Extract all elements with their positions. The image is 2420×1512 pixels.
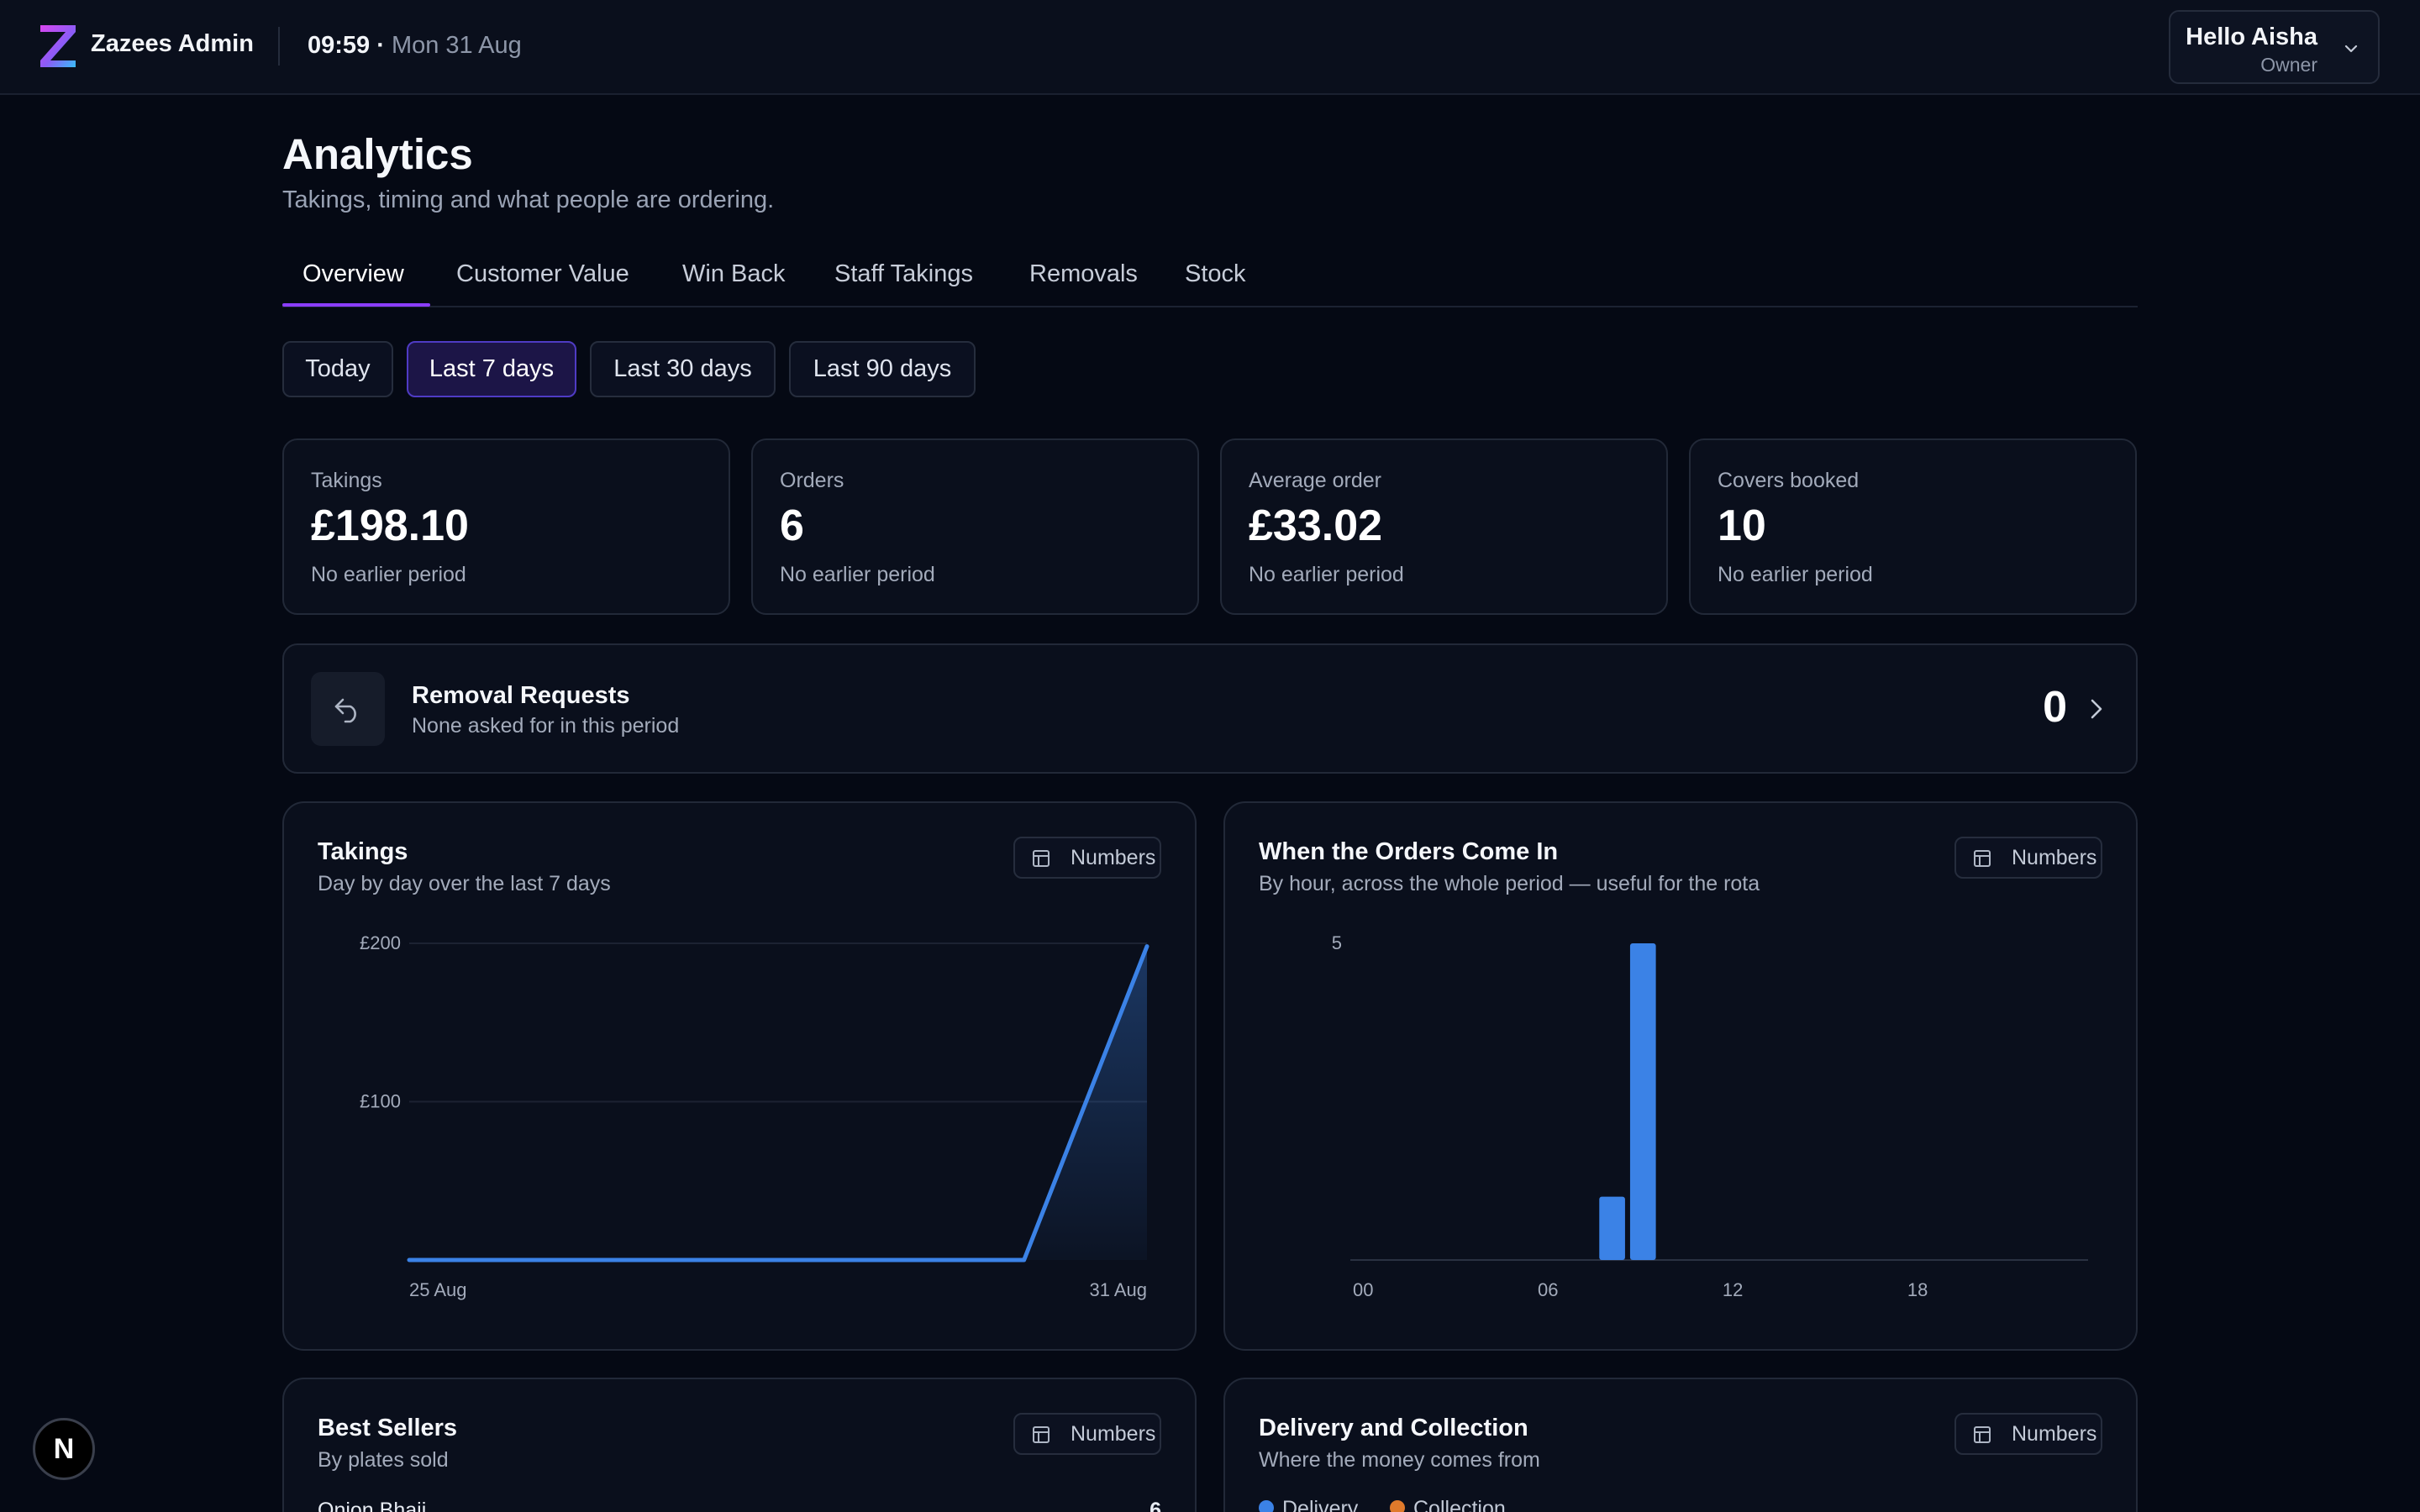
numbers-label: Numbers bbox=[2012, 846, 2097, 869]
stat-card-takings: Takings £198.10 No earlier period bbox=[282, 438, 730, 615]
stat-note: No earlier period bbox=[311, 563, 466, 586]
best-sellers-panel: Best Sellers By plates sold Numbers Onio… bbox=[282, 1378, 1197, 1512]
stat-note: No earlier period bbox=[780, 563, 935, 586]
y-tick-label: £100 bbox=[360, 1091, 401, 1112]
panel-subtitle: By plates sold bbox=[318, 1448, 449, 1472]
stat-label: Covers booked bbox=[1718, 469, 1860, 492]
tab-overview[interactable]: Overview bbox=[302, 260, 404, 287]
user-menu-button[interactable]: Hello Aisha Owner bbox=[2169, 10, 2380, 84]
page-title: Analytics bbox=[282, 130, 473, 178]
table-icon bbox=[1974, 1426, 1991, 1443]
tab-bar: Overview Customer Value Win Back Staff T… bbox=[282, 252, 2138, 307]
numbers-label: Numbers bbox=[2012, 1422, 2097, 1446]
tab-removals[interactable]: Removals bbox=[1029, 260, 1138, 287]
tab-win-back[interactable]: Win Back bbox=[682, 260, 786, 287]
top-divider bbox=[278, 27, 280, 66]
dev-tools-badge[interactable]: N bbox=[33, 1418, 95, 1480]
y-tick-label: 5 bbox=[1332, 932, 1342, 953]
panel-title: Best Sellers bbox=[318, 1415, 458, 1441]
app-name: Zazees Admin bbox=[91, 30, 254, 57]
takings-chart-panel: Takings Day by day over the last 7 days … bbox=[282, 801, 1197, 1351]
panel-title: Delivery and Collection bbox=[1259, 1415, 1528, 1441]
stat-label: Average order bbox=[1249, 469, 1381, 492]
range-today-button[interactable]: Today bbox=[282, 341, 393, 397]
hour-bar bbox=[1629, 943, 1656, 1260]
stat-value: 10 bbox=[1718, 501, 1766, 550]
hour-bar bbox=[1599, 1196, 1625, 1260]
tab-stock[interactable]: Stock bbox=[1185, 260, 1246, 287]
table-icon bbox=[1033, 850, 1050, 867]
legend-dot bbox=[1259, 1500, 1274, 1512]
user-greeting: Hello Aisha bbox=[2186, 24, 2317, 50]
x-tick-label: 06 bbox=[1538, 1279, 1558, 1300]
takings-area bbox=[409, 946, 1147, 1260]
stat-label: Orders bbox=[780, 469, 844, 492]
x-tick-label: 31 Aug bbox=[1089, 1279, 1147, 1300]
chevron-right-icon bbox=[2091, 699, 2102, 719]
removal-icon-box bbox=[311, 672, 385, 746]
orders-by-hour-bar-chart: 5 00 06 12 18 bbox=[1332, 932, 2088, 1300]
page-subtitle: Takings, timing and what people are orde… bbox=[282, 186, 775, 213]
x-tick-label: 12 bbox=[1723, 1279, 1743, 1300]
numbers-toggle-button[interactable]: Numbers bbox=[1013, 837, 1161, 879]
stat-note: No earlier period bbox=[1249, 563, 1404, 586]
numbers-label: Numbers bbox=[1071, 1422, 1156, 1446]
app-logo bbox=[40, 25, 76, 67]
table-icon bbox=[1974, 850, 1991, 867]
removal-requests-card[interactable]: Removal Requests None asked for in this … bbox=[282, 643, 2138, 774]
orders-by-hour-panel: When the Orders Come In By hour, across … bbox=[1223, 801, 2138, 1351]
undo-icon bbox=[334, 698, 356, 723]
chevron-down-icon bbox=[2344, 45, 2358, 53]
panel-title: Takings bbox=[318, 838, 408, 865]
stat-card-covers-booked: Covers booked 10 No earlier period bbox=[1689, 438, 2137, 615]
x-tick-label: 25 Aug bbox=[409, 1279, 467, 1300]
stat-value: £33.02 bbox=[1249, 501, 1383, 550]
stat-card-orders: Orders 6 No earlier period bbox=[751, 438, 1199, 615]
stat-value: £198.10 bbox=[311, 501, 469, 550]
clock: 09:59 · Mon 31 Aug bbox=[308, 32, 522, 59]
legend-label: Delivery bbox=[1282, 1497, 1359, 1512]
panel-title: When the Orders Come In bbox=[1259, 838, 1559, 865]
legend-dot bbox=[1390, 1500, 1405, 1512]
tab-customer-value[interactable]: Customer Value bbox=[456, 260, 629, 287]
panel-subtitle: Where the money comes from bbox=[1259, 1448, 1540, 1472]
x-tick-label: 18 bbox=[1907, 1279, 1928, 1300]
numbers-toggle-button[interactable]: Numbers bbox=[1013, 1413, 1161, 1455]
table-icon bbox=[1033, 1426, 1050, 1443]
active-tab-indicator bbox=[282, 303, 430, 307]
numbers-toggle-button[interactable]: Numbers bbox=[1954, 1413, 2102, 1455]
range-last-7-days-button[interactable]: Last 7 days bbox=[407, 341, 576, 397]
range-last-90-days-button[interactable]: Last 90 days bbox=[789, 341, 976, 397]
panel-subtitle: Day by day over the last 7 days bbox=[318, 872, 611, 895]
clock-time: 09:59 bbox=[308, 32, 371, 59]
stat-card-average-order: Average order £33.02 No earlier period bbox=[1220, 438, 1668, 615]
stat-note: No earlier period bbox=[1718, 563, 1873, 586]
best-seller-count: 6 bbox=[1150, 1499, 1161, 1512]
numbers-toggle-button[interactable]: Numbers bbox=[1954, 837, 2102, 879]
best-seller-name: Onion Bhaji bbox=[318, 1499, 427, 1512]
range-last-30-days-button[interactable]: Last 30 days bbox=[590, 341, 776, 397]
stat-label: Takings bbox=[311, 469, 382, 492]
legend-item-delivery: Delivery bbox=[1259, 1497, 1358, 1512]
removal-requests-title: Removal Requests bbox=[412, 682, 630, 709]
removal-requests-subtitle: None asked for in this period bbox=[412, 714, 680, 738]
panel-subtitle: By hour, across the whole period — usefu… bbox=[1259, 872, 1760, 895]
legend-item-collection: Collection bbox=[1390, 1497, 1506, 1512]
numbers-label: Numbers bbox=[1071, 846, 1156, 869]
takings-line-chart: £100 £200 25 Aug 31 Aug bbox=[360, 932, 1150, 1300]
delivery-collection-panel: Delivery and Collection Where the money … bbox=[1223, 1378, 2138, 1512]
takings-line bbox=[407, 944, 1150, 1263]
clock-date: Mon 31 Aug bbox=[391, 32, 522, 59]
x-tick-label: 00 bbox=[1353, 1279, 1373, 1300]
user-role: Owner bbox=[2260, 54, 2317, 76]
legend-label: Collection bbox=[1413, 1497, 1506, 1512]
top-bar: Zazees Admin 09:59 · Mon 31 Aug Hello Ai… bbox=[0, 0, 2420, 95]
removal-requests-count: 0 bbox=[2043, 683, 2067, 732]
tab-staff-takings[interactable]: Staff Takings bbox=[834, 260, 973, 287]
stat-value: 6 bbox=[780, 501, 804, 550]
y-tick-label: £200 bbox=[360, 932, 401, 953]
